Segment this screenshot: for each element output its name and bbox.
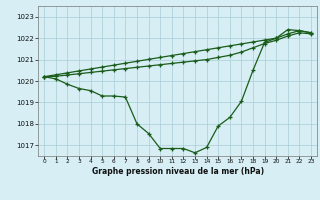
X-axis label: Graphe pression niveau de la mer (hPa): Graphe pression niveau de la mer (hPa) [92,167,264,176]
